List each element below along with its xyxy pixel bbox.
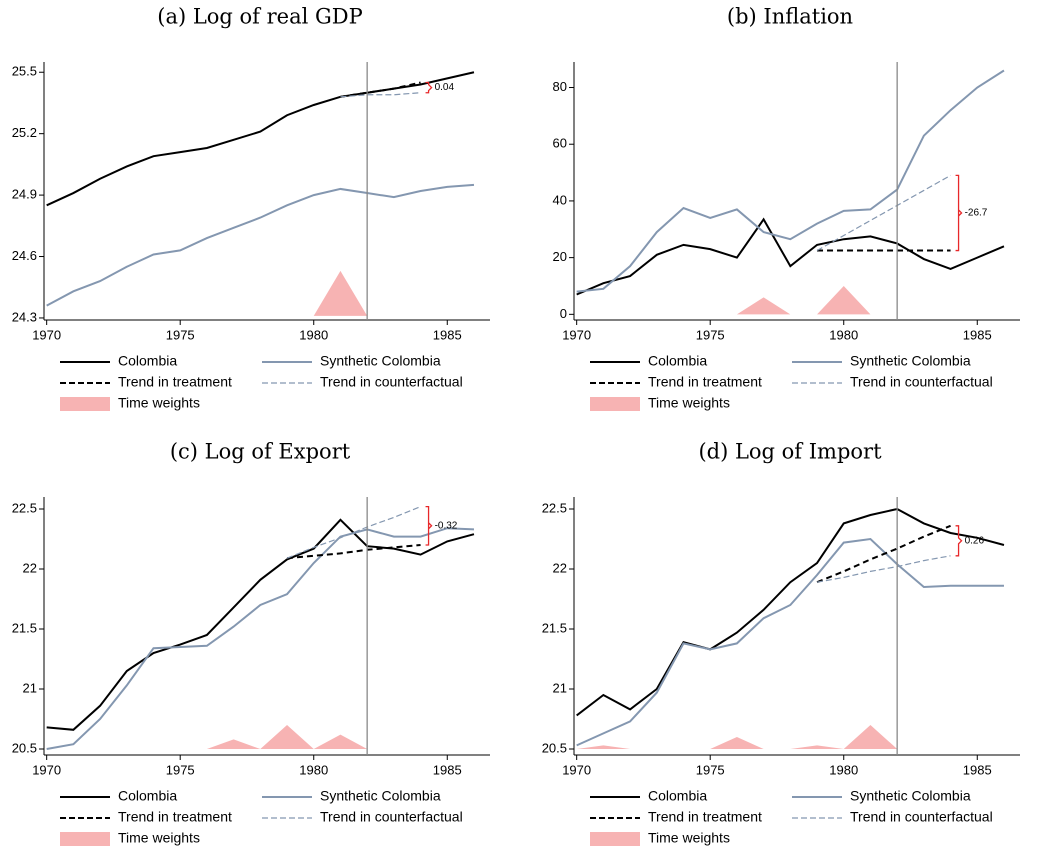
y-tick-label: 20.5 bbox=[12, 740, 37, 755]
legend-label: Synthetic Colombia bbox=[850, 353, 971, 369]
trend-line bbox=[286, 544, 421, 560]
x-tick-label: 1975 bbox=[696, 327, 725, 342]
time-weights-area bbox=[576, 725, 898, 749]
trend-line bbox=[816, 174, 951, 252]
legend-label: Trend in treatment bbox=[118, 809, 232, 825]
time-weights-area bbox=[46, 270, 368, 316]
legend-label: Trend in counterfactual bbox=[320, 809, 463, 825]
y-tick-label: 21.5 bbox=[12, 620, 37, 635]
y-tick-label: 21 bbox=[553, 680, 567, 695]
legend-swatch bbox=[590, 397, 640, 411]
annotation-label: -0.32 bbox=[435, 520, 458, 531]
annotation-brace bbox=[955, 525, 963, 557]
series-line bbox=[576, 217, 1005, 296]
series-line bbox=[576, 537, 1004, 747]
legend-label: Trend in treatment bbox=[118, 374, 232, 390]
legend-label: Trend in counterfactual bbox=[850, 809, 993, 825]
legend-swatch bbox=[60, 832, 110, 846]
x-tick-label: 1980 bbox=[829, 327, 858, 342]
y-tick-label: 24.3 bbox=[12, 309, 37, 324]
x-tick-label: 1985 bbox=[433, 762, 462, 777]
series-line bbox=[576, 69, 1005, 293]
x-tick-label: 1985 bbox=[963, 762, 992, 777]
x-tick-label: 1980 bbox=[829, 762, 858, 777]
legend-label: Time weights bbox=[648, 395, 730, 411]
y-tick-label: 24.6 bbox=[12, 248, 37, 263]
x-tick-label: 1970 bbox=[32, 762, 61, 777]
y-tick-label: 22.5 bbox=[542, 500, 567, 515]
legend-label: Trend in counterfactual bbox=[320, 374, 463, 390]
x-tick-label: 1970 bbox=[32, 327, 61, 342]
y-tick-label: 21.5 bbox=[542, 620, 567, 635]
legend-label: Colombia bbox=[648, 788, 707, 804]
series-line bbox=[46, 527, 475, 750]
x-tick-label: 1975 bbox=[696, 762, 725, 777]
y-tick-label: 21 bbox=[23, 680, 37, 695]
annotation-brace bbox=[955, 174, 963, 252]
x-tick-label: 1970 bbox=[562, 327, 591, 342]
legend-label: Time weights bbox=[118, 395, 200, 411]
legend-label: Trend in treatment bbox=[648, 809, 762, 825]
series-line bbox=[576, 507, 1005, 717]
y-tick-label: 24.9 bbox=[12, 187, 37, 202]
y-tick-label: 22 bbox=[553, 560, 567, 575]
y-tick-label: 25.2 bbox=[12, 125, 37, 140]
legend-label: Trend in counterfactual bbox=[850, 374, 993, 390]
legend-swatch bbox=[590, 832, 640, 846]
panel-title: (d) Log of Import bbox=[698, 440, 882, 464]
y-tick-label: 20.5 bbox=[542, 740, 567, 755]
series-line bbox=[46, 183, 475, 307]
y-tick-label: 60 bbox=[553, 136, 567, 151]
time-weights-area bbox=[46, 725, 368, 749]
legend-label: Synthetic Colombia bbox=[320, 788, 441, 804]
trend-line bbox=[340, 81, 421, 98]
y-tick-label: 80 bbox=[553, 79, 567, 94]
trend-line bbox=[816, 555, 951, 583]
x-tick-label: 1985 bbox=[963, 327, 992, 342]
panel-title: (b) Inflation bbox=[727, 5, 853, 29]
x-tick-label: 1975 bbox=[166, 762, 195, 777]
panel-title: (a) Log of real GDP bbox=[157, 5, 363, 29]
trend-line bbox=[816, 524, 951, 584]
time-weights-area bbox=[576, 285, 898, 315]
panel-title: (c) Log of Export bbox=[170, 440, 351, 464]
y-tick-label: 0 bbox=[560, 306, 567, 321]
y-tick-label: 40 bbox=[553, 192, 567, 207]
legend-label: Time weights bbox=[648, 830, 730, 846]
y-tick-label: 20 bbox=[553, 249, 567, 264]
series-line bbox=[46, 518, 475, 731]
legend-label: Colombia bbox=[118, 353, 177, 369]
trend-line bbox=[286, 506, 421, 559]
x-tick-label: 1970 bbox=[562, 762, 591, 777]
annotation-brace bbox=[425, 505, 433, 546]
x-tick-label: 1980 bbox=[299, 762, 328, 777]
y-tick-label: 22 bbox=[23, 560, 37, 575]
x-tick-label: 1975 bbox=[166, 327, 195, 342]
annotation-brace bbox=[425, 81, 433, 94]
series-line bbox=[46, 71, 475, 207]
legend-label: Trend in treatment bbox=[648, 374, 762, 390]
x-tick-label: 1985 bbox=[433, 327, 462, 342]
legend-swatch bbox=[60, 397, 110, 411]
annotation-label: 0.04 bbox=[435, 82, 455, 93]
annotation-label: 0.26 bbox=[965, 535, 985, 546]
y-tick-label: 25.5 bbox=[12, 64, 37, 79]
legend-label: Colombia bbox=[648, 353, 707, 369]
legend-label: Synthetic Colombia bbox=[320, 353, 441, 369]
legend-label: Synthetic Colombia bbox=[850, 788, 971, 804]
legend-label: Time weights bbox=[118, 830, 200, 846]
legend-label: Colombia bbox=[118, 788, 177, 804]
trend-line bbox=[340, 92, 421, 98]
x-tick-label: 1980 bbox=[299, 327, 328, 342]
y-tick-label: 22.5 bbox=[12, 500, 37, 515]
annotation-label: -26.7 bbox=[965, 208, 988, 219]
